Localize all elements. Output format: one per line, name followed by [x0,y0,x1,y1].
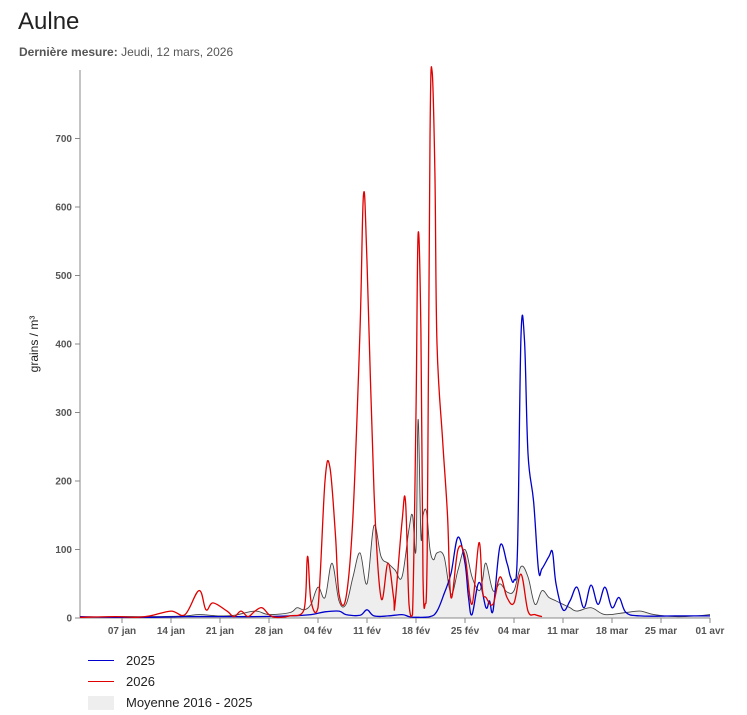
series-average-area [80,419,710,618]
legend: 2025 2026 Moyenne 2016 - 2025 [88,650,252,713]
y-tick-label: 600 [55,203,72,214]
pollen-chart: 0 100 200 300 400 500 600 700 07 jan 14 jan 21 jan… [27,66,725,637]
y-tick-label: 300 [55,408,72,419]
legend-label-2025: 2025 [126,653,155,668]
x-tick-label: 18 fév [402,626,431,637]
x-tick-label: 21 jan [206,626,234,637]
y-tick-label: 700 [55,134,72,145]
legend-swatch-2026 [88,681,114,682]
x-tick-label: 04 fév [304,626,333,637]
y-tick-label: 100 [55,545,72,556]
last-measure-label: Dernière mesure: [19,45,118,59]
y-axis-label: grains / m³ [27,316,41,373]
legend-item-2025[interactable]: 2025 [88,650,252,671]
legend-label-2026: 2026 [126,674,155,689]
x-tick-label: 11 mar [547,626,579,637]
x-tick-label: 14 jan [157,626,185,637]
series-2026-line [79,66,543,619]
y-tick-label: 200 [55,477,72,488]
x-tick-label: 07 jan [108,626,136,637]
legend-swatch-average [88,695,114,710]
x-tick-label: 25 mar [645,626,677,637]
y-tick-label: 400 [55,340,72,351]
legend-swatch-2025 [88,660,114,661]
x-tick-label: 04 mar [498,626,530,637]
last-measure: Dernière mesure: Jeudi, 12 mars, 2026 [19,45,233,59]
series-average-line [79,418,711,618]
x-tick-label: 28 jan [255,626,283,637]
x-tick-label: 11 fév [353,626,381,637]
legend-item-average[interactable]: Moyenne 2016 - 2025 [88,692,252,713]
series-2025-line [79,314,710,619]
legend-item-2026[interactable]: 2026 [88,671,252,692]
x-tick-label: 01 avr [696,626,725,637]
y-tick-label: 0 [66,614,72,625]
x-tick-label: 18 mar [596,626,628,637]
page-title: Aulne [18,8,80,35]
last-measure-value: Jeudi, 12 mars, 2026 [121,45,234,59]
y-tick-label: 500 [55,271,72,282]
legend-label-average: Moyenne 2016 - 2025 [126,695,253,710]
x-tick-label: 25 fév [451,626,480,637]
